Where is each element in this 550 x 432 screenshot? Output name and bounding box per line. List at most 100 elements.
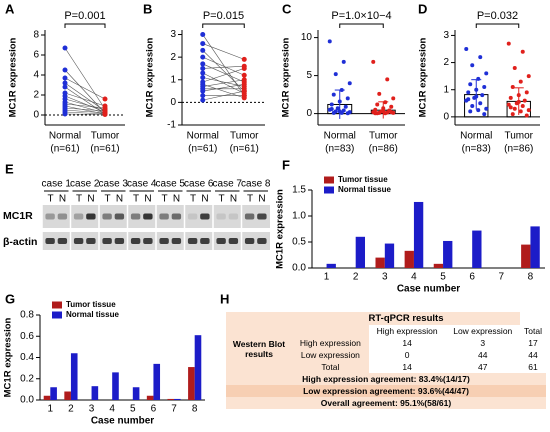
point — [524, 90, 529, 95]
point — [516, 93, 521, 98]
pair-line — [202, 63, 245, 83]
panel-label: E — [5, 161, 14, 176]
x-tick-label: Tumor — [230, 131, 259, 142]
pair-line — [202, 65, 245, 69]
point — [329, 102, 334, 107]
x-sublabel: (n=86) — [504, 144, 533, 155]
x-axis-title: Case number — [91, 416, 154, 427]
point — [480, 93, 485, 98]
point — [62, 75, 68, 81]
table-title: RT-qPCR results — [368, 313, 444, 324]
cell: 14 — [402, 338, 412, 348]
point — [516, 99, 521, 104]
pair-line — [64, 92, 106, 107]
row-label: MC1R — [3, 210, 33, 222]
lane-label: T — [133, 194, 139, 205]
point — [476, 76, 481, 81]
bar — [146, 395, 154, 400]
point — [470, 104, 475, 108]
bar — [50, 387, 57, 400]
lane-label: T — [47, 194, 53, 205]
y-tick-label: 0.5 — [292, 237, 306, 248]
x-tick-label: 8 — [192, 404, 198, 415]
point — [241, 81, 247, 87]
table: RT-qPCR results Western Blot results Hig… — [226, 312, 546, 409]
agreement-table: RT-qPCR results Western Blot results Hig… — [226, 312, 546, 409]
band — [257, 238, 267, 244]
band — [102, 238, 112, 244]
x-tick-label: 3 — [89, 404, 95, 415]
lane-label: N — [201, 194, 208, 205]
y-axis-title: MC1R expression — [8, 37, 19, 117]
band — [143, 238, 153, 244]
point — [466, 90, 471, 95]
y-tick-label: 2 — [33, 90, 39, 101]
legend-swatch — [52, 311, 62, 319]
x-tick-label: Tumor — [91, 131, 120, 142]
band — [216, 213, 226, 220]
point — [241, 65, 247, 71]
header-cell: High expression — [376, 326, 438, 336]
pair-line — [64, 109, 106, 114]
band — [216, 238, 226, 244]
x-tick-label: 5 — [130, 404, 136, 415]
point — [241, 72, 247, 78]
case-label: case 6 — [184, 179, 214, 190]
x-tick-label: 4 — [411, 272, 417, 283]
bar — [355, 236, 366, 268]
x-sublabel: (n=61) — [90, 144, 119, 155]
y-axis-title: MC1R expression — [281, 37, 292, 117]
x-tick-label: 2 — [353, 272, 359, 283]
point — [389, 104, 394, 109]
band — [73, 238, 84, 244]
bar — [413, 201, 424, 268]
point — [241, 93, 247, 99]
case-label: case 7 — [213, 179, 243, 190]
point — [518, 79, 523, 84]
point — [381, 109, 386, 114]
y-tick-label: 0.0 — [20, 395, 34, 406]
point — [508, 95, 513, 100]
point — [484, 71, 489, 76]
point — [520, 104, 525, 108]
y-tick-label: 2 — [170, 52, 176, 63]
bar — [43, 395, 51, 400]
point — [241, 56, 247, 62]
pair-line — [202, 68, 245, 83]
point — [474, 94, 479, 99]
pair-line — [64, 82, 106, 112]
pair-line — [64, 101, 106, 114]
y-axis-title: MC1R expression — [145, 37, 156, 117]
y-tick-label: 0 — [170, 97, 176, 108]
lane-label: N — [116, 194, 123, 205]
point — [510, 85, 515, 89]
cell: 44 — [528, 350, 538, 360]
y-tick-label: 0.0 — [292, 263, 306, 274]
cell: 61 — [528, 362, 538, 372]
pair-line — [64, 107, 106, 112]
band — [102, 213, 112, 220]
point — [478, 55, 483, 60]
cell: 0 — [404, 350, 410, 360]
point — [381, 106, 386, 111]
point — [345, 111, 350, 116]
significance-bracket — [339, 23, 384, 28]
band — [159, 213, 169, 220]
case-label: case 2 — [70, 179, 100, 190]
x-tick-label: Tumor — [504, 131, 533, 142]
x-tick-label: 1 — [324, 272, 330, 283]
pair-line — [202, 83, 245, 92]
legend-label: Normal tissue — [66, 310, 119, 319]
point — [526, 108, 531, 113]
x-tick-label: Normal — [49, 131, 81, 142]
band — [159, 238, 169, 244]
annotation: P=0.032 — [477, 10, 518, 22]
bar — [472, 230, 482, 268]
y-tick-label: -1 — [167, 120, 176, 131]
band — [86, 213, 96, 220]
footer: Low expression agreement: 93.6%(44/47) — [303, 386, 469, 396]
bar — [64, 391, 71, 400]
point — [377, 91, 382, 96]
case-label: case 4 — [127, 179, 157, 190]
pair-line — [64, 98, 106, 111]
